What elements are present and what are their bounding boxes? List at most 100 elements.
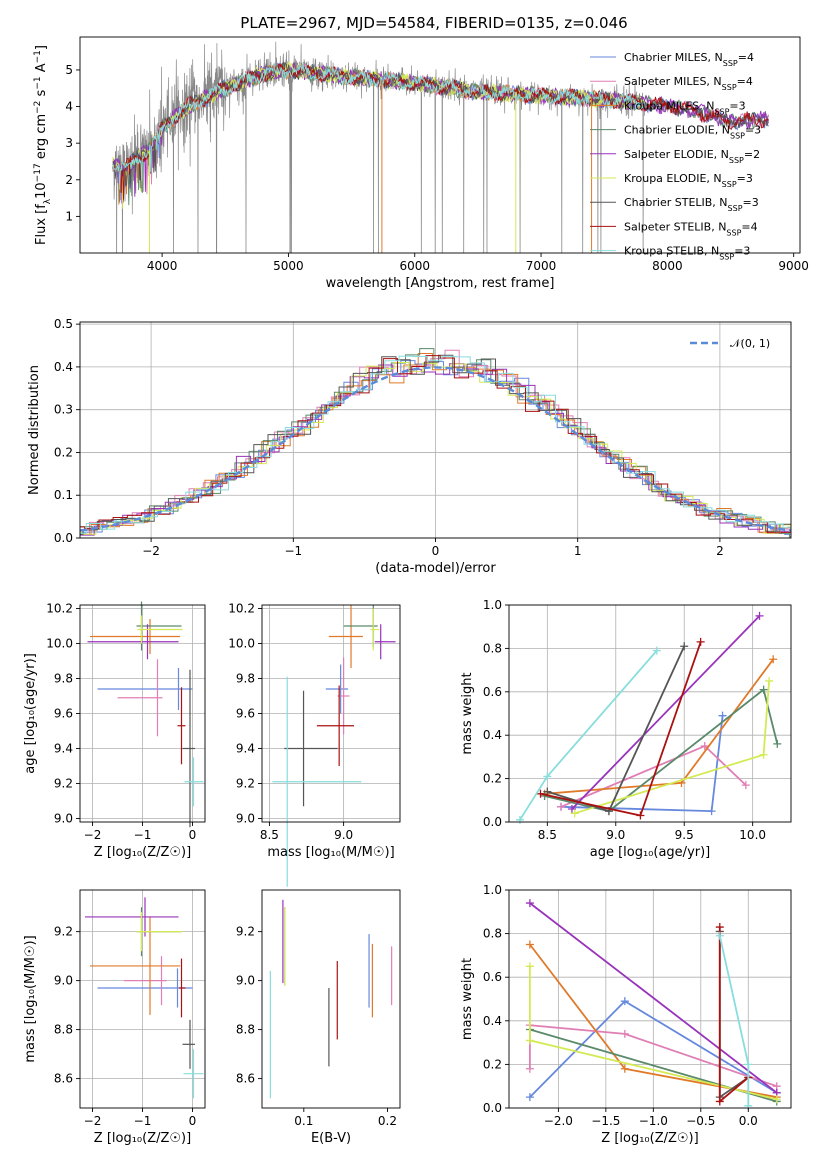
panel-weight-vs-age: 8.5 9.0 9.5 10.0 0.0 0.2 0.4 0.6 0.8 1.0 age [log₁…	[460, 598, 792, 860]
x-tick-label-1: 5000	[273, 259, 304, 273]
x-tick-label-0: −2.0	[544, 1114, 573, 1128]
panel-mass-vs-EBV: 0.1 0.2 8.6 8.8 9.0 9.2 E(B-V)	[236, 889, 401, 1146]
y-axis-label-part-10: ]	[34, 45, 49, 50]
y-tick-label-4: 0.4	[54, 360, 73, 374]
y-tick-label-4: 9.8	[54, 672, 73, 686]
panel-spectrum: 4000 5000 6000 7000 8000 9000 1 2 3 4 5 wavelength …	[33, 36, 809, 291]
x-axis-label: E(B-V)	[311, 1131, 351, 1146]
y-axis-label: mass weight	[460, 672, 475, 754]
errorbar-point-0	[325, 664, 349, 714]
y-axis-label-part-2: 10	[34, 182, 49, 199]
errorbar-point-0	[97, 968, 193, 1008]
y-tick-label-2: 0.4	[483, 728, 502, 742]
errorbar-point-0	[97, 668, 193, 710]
residuals-legend-label: 𝒩(0, 1)	[730, 337, 770, 350]
y-tick-label-2: 9.4	[236, 742, 255, 756]
x-tick-label-1: 0.2	[378, 1114, 397, 1128]
y-axis-label-part-0: Flux [f	[34, 204, 49, 245]
weight-marker-6-2	[680, 642, 689, 651]
panel-mass-vs-Z: −2 −1 0 8.6 8.8 9.0 9.2 Z [log₁₀(Z/Z☉)] mass [lo…	[23, 889, 206, 1146]
y-tick-label-1: 9.2	[236, 777, 255, 791]
legend-nssp-6: =3	[743, 196, 759, 209]
weight-marker-3-2	[759, 685, 768, 694]
legend-nssp-4: =2	[744, 148, 760, 161]
weight-marker-7-1	[636, 811, 645, 820]
x-tick-label-2: 9.5	[675, 828, 694, 842]
errorbar-point-2	[90, 619, 180, 654]
y-tick-label-4: 0.8	[483, 641, 502, 655]
y-axis-label: age [log₁₀(age/yr)]	[23, 653, 38, 774]
y-tick-label-6: 10.2	[46, 602, 73, 616]
y-tick-label-0: 9.0	[54, 812, 73, 826]
y-tick-label-5: 1.0	[483, 883, 502, 897]
x-tick-label-0: 8.5	[260, 828, 279, 842]
legend-nssp-8: =3	[734, 245, 750, 258]
y-tick-label-1: 0.2	[483, 1057, 502, 1071]
legend-sub-2: SSP	[714, 107, 729, 116]
x-tick-label-4: 8000	[652, 259, 683, 273]
panel-residuals: −2 −1 0 1 2 0.0 0.1 0.2 0.3 0.4 0.5 (data-model)/er…	[27, 317, 792, 576]
errorbar-point-6	[182, 669, 195, 828]
weight-line-2	[544, 658, 774, 795]
y-tick-label-4: 9.8	[236, 672, 255, 686]
x-tick-label-2: 0	[189, 828, 197, 842]
y-axis-label: mass [log₁₀(M/M☉)]	[23, 935, 38, 1062]
y-tick-label-2: 9.0	[54, 974, 73, 988]
weight-marker-4-0	[567, 804, 576, 813]
weight-marker-8-0	[515, 815, 524, 824]
y-tick-label-2: 0.4	[483, 1014, 502, 1028]
y-axis-label-part-8: A	[34, 63, 49, 76]
x-tick-label-1: −1	[134, 1114, 152, 1128]
panel-age-vs-Z: −2 −1 0 9.0 9.2 9.4 9.6 9.8 10.0 10.2 Z [log₁₀(Z/Z…	[23, 601, 206, 860]
axes-frame	[261, 889, 401, 1109]
y-tick-label-0: 9.0	[236, 812, 255, 826]
y-tick-label-5: 10.0	[46, 637, 73, 651]
weight-marker-2-1	[620, 1064, 629, 1073]
y-axis-label: Normed distribution	[27, 365, 42, 495]
weight-marker-8-1	[744, 1060, 753, 1069]
errorbar-point-5	[136, 912, 183, 952]
legend-label-3: Chabrier ELODIE, NSSP=3	[624, 124, 761, 141]
y-tick-label-5: 1.0	[483, 598, 502, 612]
weight-marker-1-2	[620, 1029, 629, 1038]
legend-nssp-2: =3	[729, 99, 745, 112]
weight-marker-2-0	[525, 940, 534, 949]
y-axis-label-part-4: erg cm	[34, 114, 49, 163]
weight-marker-0-1	[707, 807, 716, 816]
legend-nssp-7: =4	[741, 220, 757, 233]
spectrum-plot-area	[112, 41, 769, 253]
y-tick-label-3: 0.6	[483, 685, 502, 699]
x-tick-label-0: 4000	[147, 259, 178, 273]
weight-marker-0-1	[620, 997, 629, 1006]
x-tick-label-1: 9.0	[334, 828, 353, 842]
weight-marker-5-1	[525, 1036, 534, 1045]
y-tick-label-2: 9.4	[54, 742, 73, 756]
legend-sub-0: SSP	[723, 59, 738, 68]
y-tick-label-3: 9.6	[54, 707, 73, 721]
axes-frame	[79, 36, 801, 254]
y-axis-label: mass weight	[460, 958, 475, 1040]
weight-marker-2-2	[769, 655, 778, 664]
legend-label-4: Salpeter ELODIE, NSSP=2	[624, 148, 760, 165]
figure-title: PLATE=2967, MJD=54584, FIBERID=0135, z=0…	[240, 14, 627, 32]
weight-marker-1-1	[700, 742, 709, 751]
x-axis-label: Z [log₁₀(Z/Z☉)]	[94, 845, 191, 860]
x-tick-label-1: −1	[284, 544, 302, 558]
legend-name-6: Chabrier STELIB, N	[624, 196, 728, 209]
x-tick-label-5: 9000	[778, 259, 809, 273]
x-tick-label-3: −0.5	[686, 1114, 715, 1128]
x-tick-label-4: 0.0	[739, 1114, 758, 1128]
weight-marker-5-0	[525, 962, 534, 971]
y-tick-label-2: 3	[65, 136, 73, 150]
panel-age-vs-mass: 8.5 9.0 9.0 9.2 9.4 9.6 9.8 10.0 10.2 mass [log₁₀…	[228, 602, 401, 887]
weight-marker-6-0	[543, 787, 552, 796]
errorbar-point-1	[117, 659, 163, 737]
y-tick-label-0: 1	[65, 209, 73, 223]
weight-marker-0-2	[718, 711, 727, 720]
errorbar-point-5	[370, 608, 380, 651]
weight-marker-0-0	[525, 1093, 534, 1102]
y-axis-label-part-6: s	[34, 89, 49, 100]
weight-marker-8-1	[543, 772, 552, 781]
legend-sub-4: SSP	[729, 155, 744, 164]
